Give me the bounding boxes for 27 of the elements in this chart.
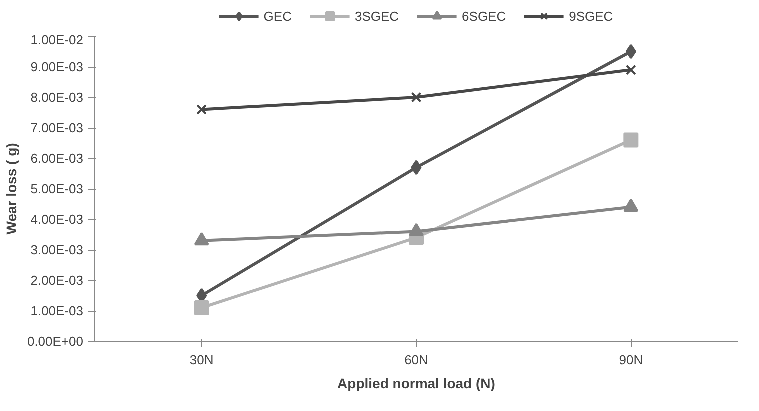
y-tick-label: 1.00E-03 [30, 304, 84, 318]
x-tick-label: 30N [190, 352, 214, 368]
y-axis-title: Wear loss ( g) [3, 143, 20, 235]
y-tick-label: 3.00E-03 [30, 242, 84, 258]
y-tick-label: 4.00E-03 [30, 212, 84, 227]
legend-label: 9SGEC [569, 8, 614, 24]
y-tick-label: 6.00E-03 [30, 151, 84, 166]
point [624, 132, 639, 148]
point [626, 64, 636, 76]
legend-label: 6SGEC [462, 8, 506, 24]
point [194, 300, 210, 316]
x-tick-label: 90N [619, 352, 644, 368]
y-tick-label: 9.00E-03 [30, 60, 84, 74]
y-tick-label: 0.00E+00 [27, 334, 84, 349]
x-axis-title: Applied normal load (N) [338, 376, 496, 392]
legend-label: 3SGEC [354, 8, 400, 24]
y-tick-label: 5.00E-03 [30, 182, 84, 196]
legend-label: GEC [264, 8, 292, 24]
y-tick-label: 8.00E-03 [30, 90, 84, 105]
y-tick-label: 7.00E-03 [30, 120, 84, 136]
y-tick-label: 1.00E-02 [30, 32, 84, 48]
x-tick-label: 60N [404, 352, 428, 368]
y-tick-label: 2.00E-03 [30, 273, 84, 288]
point [626, 44, 636, 60]
point [411, 160, 422, 176]
point [196, 104, 208, 115]
point [411, 92, 422, 103]
